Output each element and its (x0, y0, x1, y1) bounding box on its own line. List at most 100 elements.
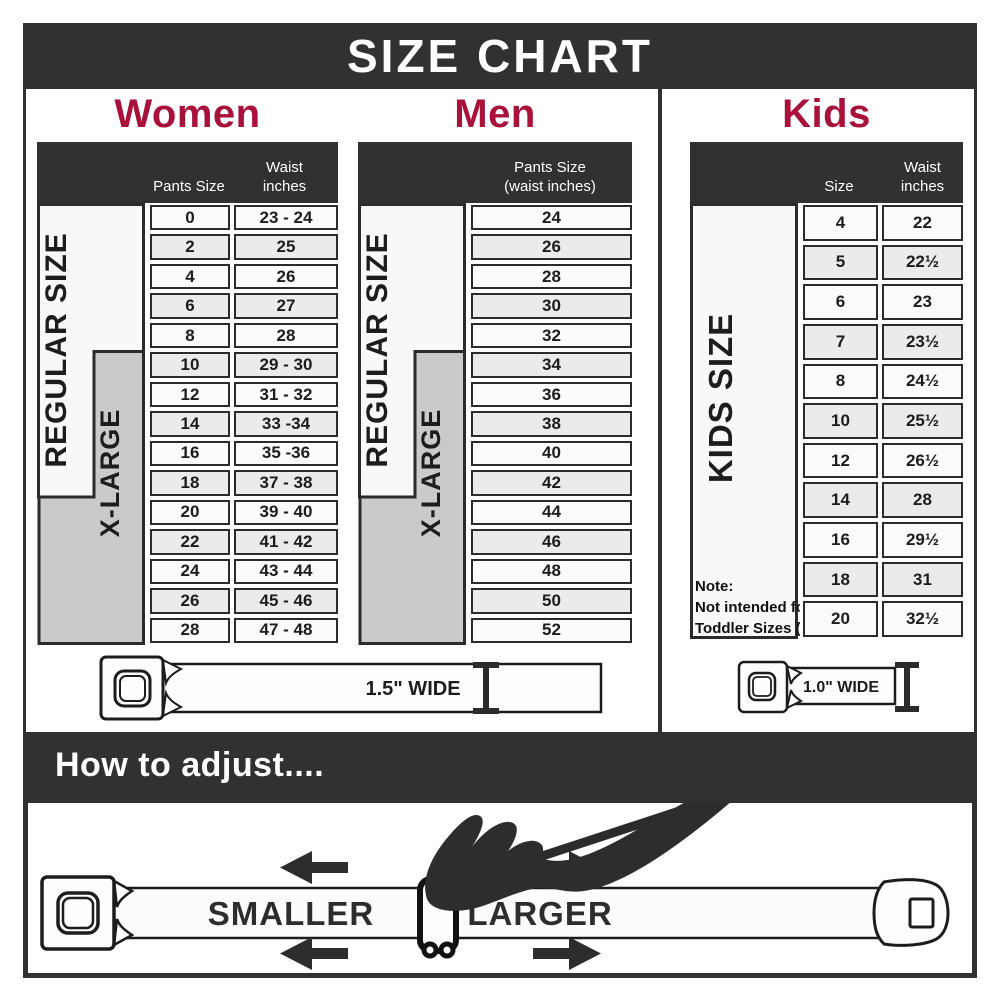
pants-size-waist-column-header: Pants Size (waist inches) (468, 158, 632, 196)
how-to-adjust-banner: How to adjust.... (23, 732, 977, 798)
table-row: 40 (471, 439, 632, 468)
waist-cell: 33 -34 (234, 411, 338, 437)
size-cell: 10 (150, 352, 230, 378)
width-measure-icon (895, 662, 919, 712)
hand-icon (425, 785, 732, 911)
table-row: 38 (471, 409, 632, 438)
size-cell: 18 (803, 561, 878, 598)
size-cell: 6 (803, 284, 878, 320)
arrow-right-icon (533, 937, 601, 970)
table-row: 20 39 - 40 (150, 498, 338, 527)
table-row: 18 37 - 38 (150, 468, 338, 497)
note-line: Not intended for (695, 599, 800, 616)
waist-cell: 35 -36 (234, 440, 338, 467)
waist-header-line1: Waist (904, 159, 941, 176)
table-row: 20 32½ (803, 599, 963, 639)
waist-header-line1: Waist (266, 159, 303, 176)
table-row: 16 35 -36 (150, 439, 338, 468)
men-table-body: REGULAR SIZE X-LARGE 24 26 28 30 32 34 36 38 40 4… (358, 203, 632, 645)
table-row: 24 43 - 44 (150, 557, 338, 586)
waist-cell: 27 (234, 293, 338, 319)
width-measure-icon (473, 662, 499, 714)
table-row: 36 (471, 380, 632, 409)
size-cell: 18 (150, 470, 230, 496)
waist-cell: 29 - 30 (234, 352, 338, 378)
kids-size-label: KIDS SIZE (702, 313, 739, 483)
table-row: 4 26 (150, 262, 338, 291)
women-table-body: REGULAR SIZE X-LARGE 0 23 - 24 2 25 4 26 6 27 8 2… (37, 203, 338, 645)
waist-header-line2: inches (900, 178, 945, 195)
table-row: 10 29 - 30 (150, 350, 338, 379)
belt-tongue-icon (872, 878, 950, 947)
table-row: 6 23 (803, 282, 963, 322)
table-row: 50 (471, 586, 632, 615)
kids-belt-illustration: 1.0" WIDE (737, 660, 919, 714)
size-cell: 20 (803, 601, 878, 638)
size-cell: 4 (803, 205, 878, 241)
pants-size-waist-cell: 48 (471, 558, 632, 585)
men-header-line1: Pants Size (514, 159, 586, 176)
arrow-left-icon (280, 851, 348, 884)
adjust-illustration-panel: SMALLER LARGER (23, 785, 977, 978)
table-row: 32 (471, 321, 632, 350)
size-cell: 14 (150, 411, 230, 437)
pants-size-waist-cell: 40 (471, 440, 632, 467)
men-size-table: Pants Size (waist inches) REGULAR SIZE X… (358, 142, 632, 645)
waist-cell: 22½ (882, 244, 963, 281)
table-row: 52 (471, 616, 632, 645)
x-large-label: X-LARGE (95, 409, 125, 538)
size-column-header: Size (824, 178, 854, 195)
table-row: 8 24½ (803, 362, 963, 402)
adult-belt-illustration: 1.5" WIDE (99, 655, 603, 721)
adult-belt-width-label: 1.5" WIDE (365, 678, 460, 700)
pants-size-waist-cell: 32 (471, 322, 632, 349)
arrow-right-icon (533, 851, 601, 884)
pants-size-waist-cell: 42 (471, 470, 632, 496)
table-row: 26 45 - 46 (150, 586, 338, 615)
table-row: 7 23½ (803, 322, 963, 362)
men-size-bracket: REGULAR SIZE X-LARGE (358, 203, 466, 645)
table-row: 26 (471, 232, 632, 261)
waist-cell: 29½ (882, 522, 963, 558)
men-rows: 24 26 28 30 32 34 36 38 40 42 44 46 48 50 52 (471, 203, 632, 645)
size-cell: 10 (803, 403, 878, 439)
table-row: 34 (471, 350, 632, 379)
pants-size-column-header: Pants Size (153, 178, 225, 195)
kids-heading: Kids (782, 92, 871, 136)
table-row: 42 (471, 468, 632, 497)
waist-cell: 43 - 44 (234, 558, 338, 585)
pants-size-waist-cell: 38 (471, 411, 632, 437)
waist-column-header: Waist inches (231, 158, 338, 196)
table-row: 28 (471, 262, 632, 291)
table-row: 44 (471, 498, 632, 527)
pants-size-waist-cell: 36 (471, 381, 632, 408)
size-cell: 12 (150, 381, 230, 408)
pants-size-waist-cell: 52 (471, 617, 632, 644)
women-size-table: Pants Size Waist inches REGULAR SIZE X-L… (37, 142, 338, 645)
size-cell: 8 (150, 322, 230, 349)
waist-cell: 23 (882, 284, 963, 320)
women-size-bracket: REGULAR SIZE X-LARGE (37, 203, 145, 645)
table-row: 14 28 (803, 480, 963, 520)
size-cell: 5 (803, 244, 878, 281)
size-cell: 28 (150, 617, 230, 644)
note-line: Toddler Sizes (T) (695, 620, 800, 637)
table-row: 8 28 (150, 321, 338, 350)
pants-size-waist-cell: 34 (471, 352, 632, 378)
panel-divider (658, 89, 662, 732)
table-row: 6 27 (150, 291, 338, 320)
kids-size-table: Size Waist inches KIDS SIZE Note: Not in… (690, 142, 963, 639)
x-large-box (358, 350, 466, 645)
waist-cell: 39 - 40 (234, 499, 338, 526)
how-to-adjust-title: How to adjust.... (55, 745, 325, 784)
size-cell: 20 (150, 499, 230, 526)
table-row: 48 (471, 557, 632, 586)
kids-table-body: KIDS SIZE Note: Not intended for Toddler… (690, 203, 963, 639)
page-title: SIZE CHART (347, 30, 653, 82)
title-banner: SIZE CHART (23, 23, 977, 89)
size-cell: 8 (803, 363, 878, 400)
waist-cell: 47 - 48 (234, 617, 338, 644)
seatbelt-buckle-icon (99, 655, 184, 721)
waist-cell: 25½ (882, 403, 963, 439)
